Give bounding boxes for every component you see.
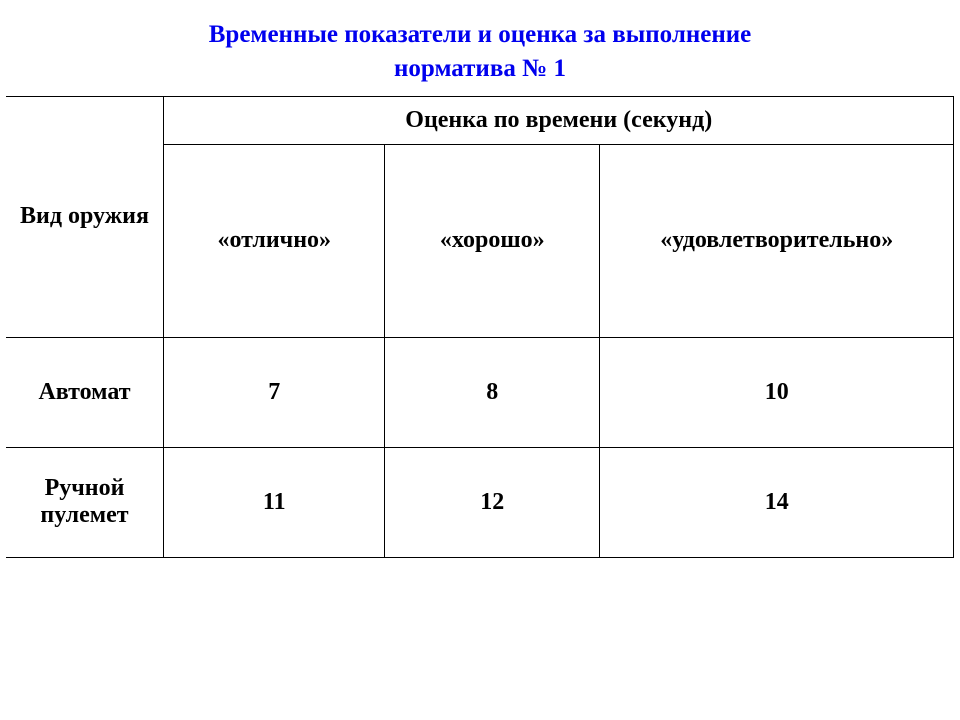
page-title: Временные показатели и оценка за выполне… — [0, 0, 960, 96]
title-line-1: Временные показатели и оценка за выполне… — [209, 21, 752, 48]
standards-table: Вид оружия Оценка по времени (секунд) «о… — [6, 96, 955, 558]
header-weapon-type: Вид оружия — [6, 96, 164, 337]
cell-value: 14 — [600, 447, 954, 557]
cell-value: 12 — [385, 447, 600, 557]
table-row: Автомат 7 8 10 — [6, 337, 954, 447]
header-excellent: «отлично» — [164, 144, 385, 337]
header-good: «хорошо» — [385, 144, 600, 337]
row-label: Ручной пулемет — [6, 447, 164, 557]
header-time-group: Оценка по времени (секунд) — [164, 96, 954, 144]
cell-value: 11 — [164, 447, 385, 557]
cell-value: 10 — [600, 337, 954, 447]
cell-value: 8 — [385, 337, 600, 447]
cell-value: 7 — [164, 337, 385, 447]
row-label: Автомат — [6, 337, 164, 447]
title-line-2: норматива № 1 — [394, 55, 566, 82]
header-row-1: Вид оружия Оценка по времени (секунд) — [6, 96, 954, 144]
table-row: Ручной пулемет 11 12 14 — [6, 447, 954, 557]
header-satisfactory: «удовлетворительно» — [600, 144, 954, 337]
